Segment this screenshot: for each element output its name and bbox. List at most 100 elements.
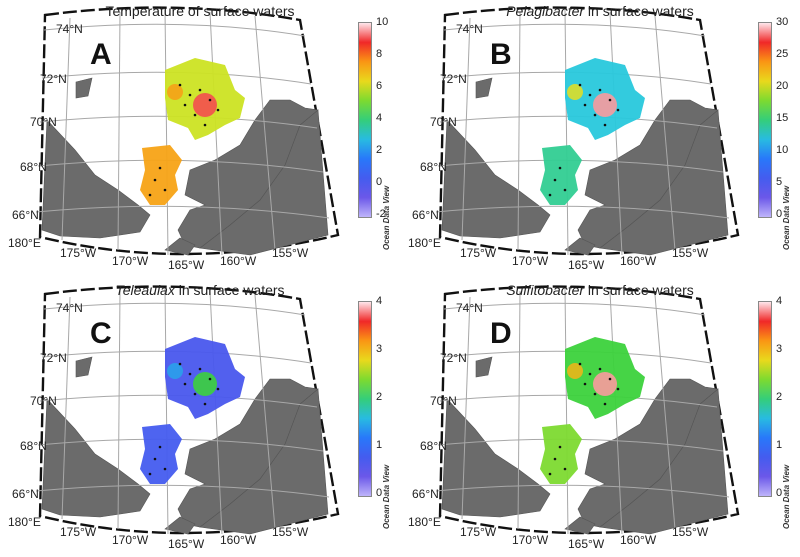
panel-letter: B — [490, 38, 512, 71]
longitude-label: 180°E — [8, 236, 41, 250]
station-dot — [598, 88, 602, 92]
station-dot — [188, 372, 192, 376]
panel-title: Teleaulax in surface waters — [0, 282, 400, 298]
station-dot — [593, 113, 597, 117]
hot-spot — [567, 84, 583, 100]
longitude-label: 180°E — [408, 515, 441, 529]
station-dot — [183, 103, 187, 107]
station-dot — [553, 457, 557, 461]
meridian-line — [164, 288, 169, 535]
colorbar-tick-label: 8 — [376, 48, 383, 60]
longitude-label: 175°W — [460, 246, 497, 260]
latitude-label: 74°N — [56, 22, 83, 36]
station-dot — [558, 445, 562, 449]
latitude-label: 72°N — [440, 72, 467, 86]
longitude-label: 155°W — [272, 246, 309, 260]
hot-spot — [167, 363, 183, 379]
station-dot — [178, 362, 182, 366]
land-mass — [41, 398, 151, 518]
colorbar-tick-label: 2 — [376, 391, 383, 403]
colorbar-tick-label: 10 — [776, 144, 789, 156]
hot-spot — [593, 372, 617, 396]
meridian-line — [461, 17, 471, 241]
colorbar — [758, 301, 772, 497]
station-dot — [163, 467, 167, 471]
longitude-label: 180°E — [408, 236, 441, 250]
hot-spot — [193, 372, 217, 396]
land-mass — [564, 516, 596, 535]
colorbar-tick-label: 0 — [776, 208, 783, 220]
land-mass — [177, 378, 319, 528]
meridian-line — [117, 290, 121, 530]
hot-spot — [567, 363, 583, 379]
meridian-line — [517, 290, 521, 530]
land-mass — [75, 77, 93, 99]
station-dot — [216, 108, 220, 112]
land-mass — [164, 516, 196, 535]
station-dot — [188, 93, 192, 97]
panel-title-taxon: Pelagibacter — [506, 3, 585, 19]
longitude-label: 175°W — [60, 246, 97, 260]
latitude-label: 70°N — [30, 115, 57, 129]
meridian-line — [609, 11, 623, 256]
land-mass — [475, 356, 493, 378]
hot-spot — [193, 93, 217, 117]
land-mass — [577, 99, 719, 249]
colorbar-tick-label: 1 — [376, 439, 383, 451]
colorbar-tick-label: 0 — [776, 487, 783, 499]
station-dot — [603, 123, 607, 127]
latitude-label: 68°N — [420, 160, 447, 174]
map-panel-c: Teleaulax in surface waters C 74°N 72°N 70°N… — [0, 279, 400, 557]
longitude-label: 170°W — [512, 533, 549, 547]
latitude-label: 68°N — [20, 160, 47, 174]
station-dot — [198, 88, 202, 92]
colorbar — [358, 301, 372, 497]
map-canvas — [35, 285, 340, 535]
longitude-label: 160°W — [620, 533, 657, 547]
longitude-label: 180°E — [8, 515, 41, 529]
colorbar-tick-label: 3 — [776, 343, 783, 355]
latitude-label: 66°N — [12, 208, 39, 222]
parallel-line — [43, 23, 306, 37]
station-dot — [608, 377, 612, 381]
station-dot — [616, 387, 620, 391]
station-dot — [578, 83, 582, 87]
meridian-line — [164, 9, 169, 256]
longitude-label: 170°W — [112, 254, 149, 268]
latitude-label: 70°N — [30, 394, 57, 408]
panel-title-text: in surface waters — [174, 282, 285, 298]
colorbar-tick-label: 4 — [376, 112, 383, 124]
map-canvas — [435, 6, 740, 256]
station-dot — [588, 93, 592, 97]
parallel-line — [435, 205, 730, 219]
colorbar-tick-label: -2 — [376, 208, 386, 220]
meridian-line — [609, 290, 623, 535]
panel-title-text: in surface waters — [584, 3, 694, 19]
station-dot — [558, 166, 562, 170]
meridian-line — [517, 11, 521, 251]
longitude-label: 175°W — [60, 525, 97, 539]
station-dot — [616, 108, 620, 112]
panel-title-taxon: Teleaulax — [115, 282, 175, 298]
latitude-label: 68°N — [420, 439, 447, 453]
station-dot — [603, 402, 607, 406]
colorbar-tick-label: 6 — [376, 80, 383, 92]
meridian-line — [564, 288, 569, 535]
colorbar-tick-label: 4 — [376, 295, 383, 307]
panel-letter: D — [490, 317, 512, 350]
station-dot — [553, 178, 557, 182]
panel-letter: A — [90, 38, 112, 71]
colorbar-tick-label: 1 — [776, 439, 783, 451]
colorbar-tick-label: 25 — [776, 48, 789, 60]
longitude-label: 165°W — [168, 258, 205, 272]
colorbar-tick-label: 0 — [376, 176, 383, 188]
station-dot — [216, 387, 220, 391]
land-mass — [177, 99, 319, 249]
panel-title: Sulfitobacter in surface waters — [400, 282, 800, 298]
station-dot — [563, 467, 567, 471]
parallel-line — [37, 438, 324, 452]
station-dot — [548, 193, 552, 197]
parallel-line — [437, 159, 724, 173]
land-mass — [41, 119, 151, 239]
parallel-line — [35, 205, 330, 219]
